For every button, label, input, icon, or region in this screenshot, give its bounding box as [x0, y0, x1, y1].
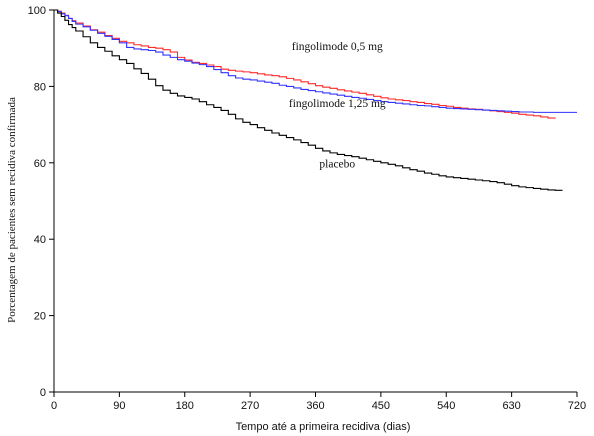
series-label: placebo — [319, 158, 355, 170]
x-tick-label: 630 — [502, 400, 520, 412]
y-tick-label: 40 — [34, 234, 46, 246]
y-tick-label: 0 — [40, 387, 46, 399]
series-label: fingolimode 0,5 mg — [292, 41, 383, 53]
x-axis-title: Tempo até a primeira recidiva (dias) — [236, 421, 411, 433]
x-ticks: 0 90 180 270 360 450 540 630 720 — [51, 392, 586, 412]
x-tick-label: 180 — [176, 400, 194, 412]
series-line-2 — [54, 9, 577, 113]
series-line-3 — [54, 9, 563, 191]
x-tick-label: 540 — [437, 400, 455, 412]
series-label: fingolimode 1,25 mg — [289, 98, 386, 110]
x-tick-label: 270 — [241, 400, 259, 412]
series-labels: fingolimode 0,5 mg fingolimode 1,25 mg pla… — [289, 41, 386, 170]
x-tick-label: 450 — [372, 400, 390, 412]
y-tick-label: 100 — [28, 5, 46, 17]
series-lines — [54, 9, 577, 191]
y-tick-label: 60 — [34, 158, 46, 170]
x-tick-label: 0 — [51, 400, 57, 412]
x-tick-label: 720 — [568, 400, 586, 412]
y-tick-label: 80 — [34, 81, 46, 93]
x-tick-label: 360 — [306, 400, 324, 412]
y-ticks: 0 20 40 60 80 100 — [28, 5, 54, 399]
y-axis-title: Porcentagem de pacientes sem recidiva co… — [6, 97, 18, 323]
x-tick-label: 90 — [113, 400, 125, 412]
y-tick-label: 20 — [34, 311, 46, 323]
